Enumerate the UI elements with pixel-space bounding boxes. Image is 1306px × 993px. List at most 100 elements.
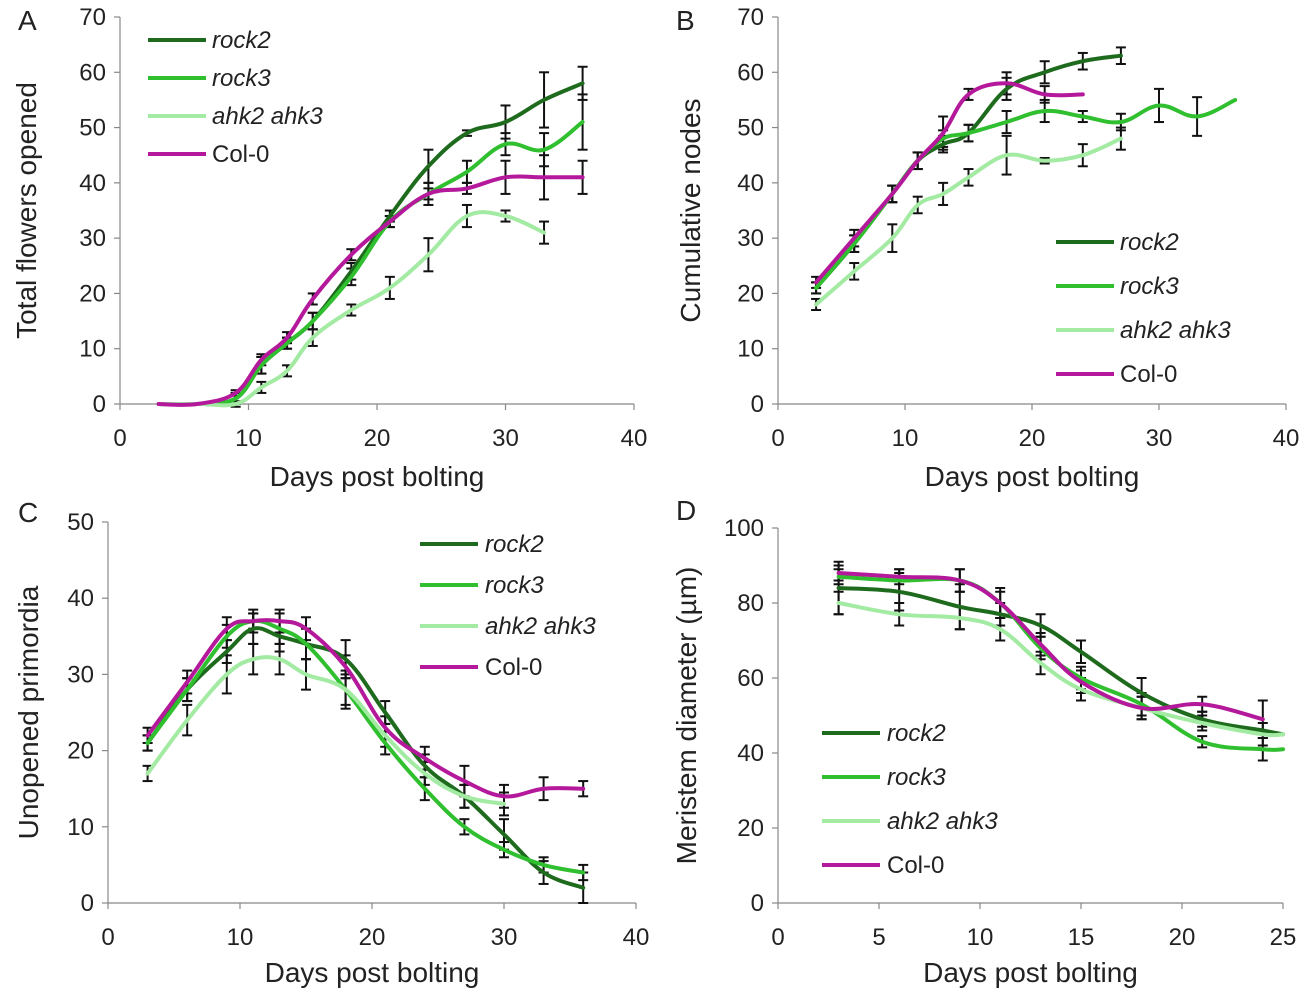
legend: rock2 rock3 ahk2 ahk3 Col-0 bbox=[1056, 229, 1231, 388]
legend-label: Col-0 bbox=[887, 852, 944, 879]
series-line bbox=[156, 81, 585, 407]
y-tick-label: 30 bbox=[67, 661, 94, 688]
series-line bbox=[814, 97, 1238, 290]
x-tick-label: 25 bbox=[1270, 924, 1297, 951]
y-tick-label: 20 bbox=[67, 738, 94, 765]
series-line bbox=[145, 655, 506, 806]
legend-label: rock3 bbox=[887, 764, 946, 791]
series-line bbox=[156, 174, 585, 407]
series-line bbox=[156, 120, 585, 407]
x-tick-label: 30 bbox=[1146, 425, 1173, 452]
x-tick-label: 30 bbox=[491, 924, 518, 951]
legend-label: rock3 bbox=[485, 572, 544, 599]
legend: rock2 rock3 ahk2 ahk3 Col-0 bbox=[148, 27, 323, 168]
legend-label: rock2 bbox=[1120, 229, 1179, 256]
y-axis-title: Total flowers opened bbox=[11, 82, 42, 339]
panel-letter: C bbox=[18, 497, 38, 528]
x-tick-label: 20 bbox=[364, 425, 391, 452]
panel-letter: A bbox=[18, 5, 37, 36]
y-tick-label: 40 bbox=[737, 740, 764, 767]
y-tick-label: 50 bbox=[67, 509, 94, 536]
y-tick-label: 70 bbox=[79, 4, 106, 31]
x-tick-label: 10 bbox=[235, 425, 262, 452]
y-tick-label: 40 bbox=[79, 170, 106, 197]
series-line bbox=[145, 626, 586, 890]
chart-panel-c: C 0 10 20 30 40 50 0 10 20 30 40 Days post bolting Un… bbox=[13, 497, 649, 988]
legend-label: ahk2 ahk3 bbox=[887, 808, 998, 835]
legend-label: rock2 bbox=[212, 27, 271, 54]
y-tick-label: 0 bbox=[93, 391, 106, 418]
series-line bbox=[156, 210, 546, 408]
y-axis-title: Unopened primordia bbox=[13, 585, 44, 839]
x-tick-label: 5 bbox=[872, 924, 885, 951]
legend-label: rock2 bbox=[485, 531, 544, 558]
legend-label: ahk2 ahk3 bbox=[485, 613, 596, 640]
y-tick-label: 30 bbox=[79, 225, 106, 252]
y-tick-label: 10 bbox=[737, 336, 764, 363]
x-tick-label: 10 bbox=[967, 924, 994, 951]
x-tick-label: 15 bbox=[1068, 924, 1095, 951]
x-tick-label: 40 bbox=[621, 425, 648, 452]
chart-panel-a: A 0 10 20 30 40 50 60 70 0 10 20 30 40 Days post bolti… bbox=[11, 4, 647, 492]
y-tick-label: 70 bbox=[737, 4, 764, 31]
series-line bbox=[814, 136, 1123, 307]
x-tick-label: 40 bbox=[1273, 425, 1300, 452]
legend-label: Col-0 bbox=[1120, 361, 1177, 388]
legend-label: ahk2 ahk3 bbox=[1120, 317, 1231, 344]
series-rock3 bbox=[230, 93, 588, 405]
y-tick-label: 20 bbox=[79, 280, 106, 307]
y-axis-title: Meristem diameter (µm) bbox=[671, 567, 702, 865]
y-tick-label: 60 bbox=[79, 59, 106, 86]
y-tick-label: 60 bbox=[737, 59, 764, 86]
x-tick-label: 0 bbox=[771, 425, 784, 452]
x-axis-title: Days post bolting bbox=[925, 461, 1140, 492]
legend: rock2 rock3 ahk2 ahk3 Col-0 bbox=[822, 720, 998, 879]
x-tick-label: 20 bbox=[359, 924, 386, 951]
x-tick-label: 30 bbox=[492, 425, 519, 452]
series-line bbox=[836, 601, 1285, 738]
x-tick-label: 0 bbox=[771, 924, 784, 951]
y-tick-label: 50 bbox=[79, 115, 106, 142]
series-rock3 bbox=[811, 87, 1203, 295]
y-axis-title: Cumulative nodes bbox=[675, 98, 706, 322]
y-tick-label: 0 bbox=[751, 391, 764, 418]
y-tick-label: 100 bbox=[724, 515, 764, 542]
y-tick-label: 0 bbox=[751, 890, 764, 917]
legend: rock2 rock3 ahk2 ahk3 Col-0 bbox=[420, 531, 596, 681]
legend-label: rock3 bbox=[1120, 273, 1179, 300]
y-tick-label: 50 bbox=[737, 115, 764, 142]
legend-label: rock2 bbox=[887, 720, 946, 747]
y-tick-label: 40 bbox=[737, 170, 764, 197]
y-tick-label: 30 bbox=[737, 225, 764, 252]
series-line bbox=[836, 586, 1285, 737]
chart-panel-b: B 0 10 20 30 40 50 60 70 0 10 20 30 40 Days post bolti… bbox=[675, 4, 1299, 492]
x-axis-title: Days post bolting bbox=[923, 957, 1138, 988]
chart-panel-d: D 0 20 40 60 80 100 0 5 10 15 20 25 Days post bolting… bbox=[671, 495, 1296, 988]
series-line bbox=[814, 81, 1085, 285]
y-tick-label: 0 bbox=[81, 890, 94, 917]
y-tick-label: 40 bbox=[67, 585, 94, 612]
x-tick-label: 0 bbox=[101, 924, 114, 951]
y-tick-label: 20 bbox=[737, 280, 764, 307]
x-tick-label: 0 bbox=[113, 425, 126, 452]
x-tick-label: 20 bbox=[1169, 924, 1196, 951]
x-tick-label: 10 bbox=[227, 924, 254, 951]
x-tick-label: 10 bbox=[892, 425, 919, 452]
legend-label: ahk2 ahk3 bbox=[212, 103, 323, 130]
series-line bbox=[836, 571, 1265, 722]
x-axis-title: Days post bolting bbox=[265, 957, 480, 988]
y-tick-label: 20 bbox=[737, 815, 764, 842]
y-tick-label: 10 bbox=[67, 814, 94, 841]
y-tick-label: 80 bbox=[737, 590, 764, 617]
legend-label: Col-0 bbox=[212, 141, 269, 168]
legend-label: rock3 bbox=[212, 65, 271, 92]
x-tick-label: 40 bbox=[623, 924, 650, 951]
panel-letter: B bbox=[676, 5, 695, 36]
x-tick-label: 20 bbox=[1019, 425, 1046, 452]
y-tick-label: 60 bbox=[737, 665, 764, 692]
panel-letter: D bbox=[676, 495, 696, 526]
x-axis-title: Days post bolting bbox=[270, 461, 485, 492]
series-line bbox=[145, 618, 586, 799]
legend-label: Col-0 bbox=[485, 654, 542, 681]
